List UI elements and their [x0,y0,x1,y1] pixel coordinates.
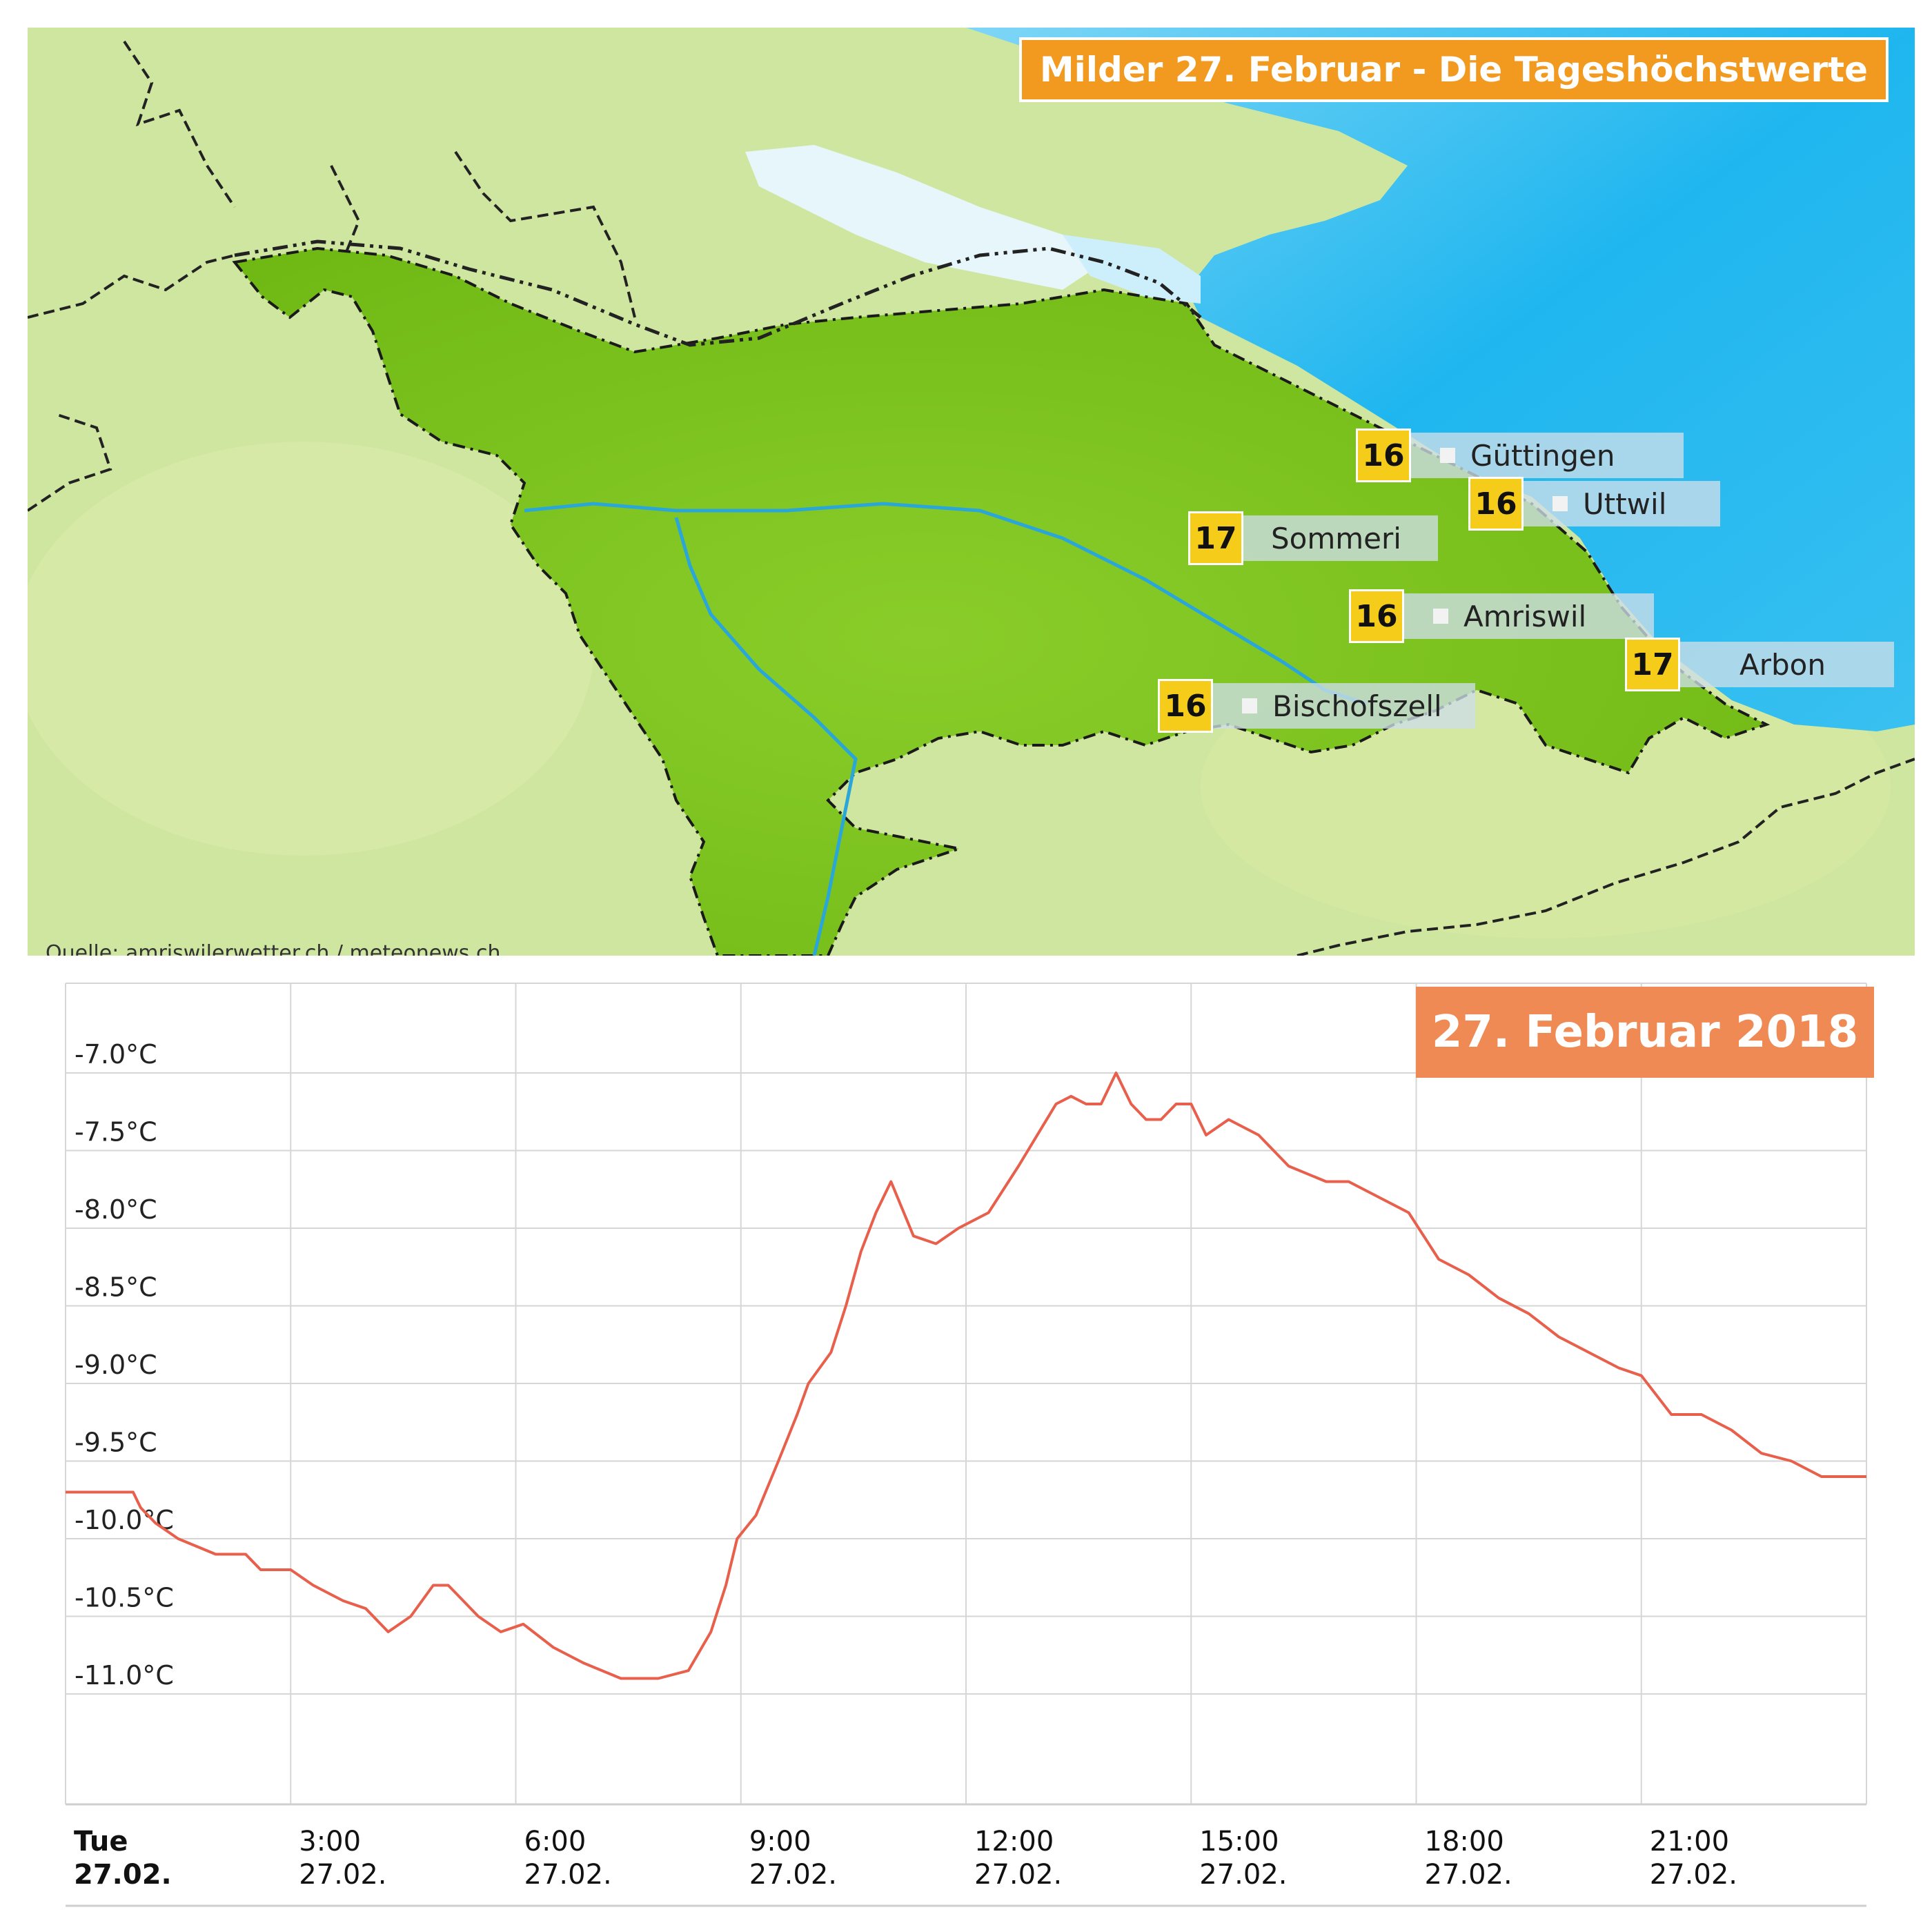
station-label: Arbon [1680,642,1894,687]
station-name: Amriswil [1463,599,1587,633]
x-tick-time: Tue [74,1826,128,1857]
station-name: Bischofszell [1272,689,1442,723]
map-source: Quelle: amriswilerwetter.ch / meteonews.… [46,941,501,956]
x-tick-time: 21:00 [1650,1826,1729,1857]
station-marker-icon [1242,698,1257,713]
x-tick-time: 15:00 [1199,1826,1279,1857]
y-tick-label: -9.5°C [75,1428,157,1458]
station-label: Uttwil [1524,481,1720,526]
district-border [28,40,636,512]
terrain-shade [28,442,593,856]
temperature-badge: 17 [1188,511,1243,565]
station-marker-icon [1440,448,1455,463]
chart-series [66,1072,1866,1680]
x-tick-time: 9:00 [749,1826,811,1857]
y-tick-label: -11.0°C [75,1660,174,1690]
station-marker-icon [1433,609,1448,624]
temperature-badge: 17 [1625,638,1680,691]
river-murg [674,517,858,956]
x-tick-time: 18:00 [1425,1826,1504,1857]
x-tick-date: 27.02. [74,1859,172,1891]
map-title: Milder 27. Februar - Die Tageshöchstwert… [1018,37,1889,102]
station-name: Uttwil [1583,486,1667,521]
station-uttwil: 16 Uttwil [1468,477,1720,531]
y-tick-label: -10.0°C [75,1505,174,1535]
x-tick-date: 27.02. [1650,1859,1737,1891]
station-label: Sommeri [1243,515,1438,561]
x-tick-date: 27.02. [524,1859,612,1891]
x-tick-time: 3:00 [299,1826,361,1857]
station-guettingen: 16 Güttingen [1356,428,1684,482]
station-bischofszell: 16 Bischofszell [1158,679,1475,733]
x-tick-date: 27.02. [1425,1859,1512,1891]
chart-grid [65,983,1867,1907]
x-tick-date: 27.02. [974,1859,1062,1891]
station-label: Güttingen [1411,433,1684,478]
temperature-line [66,1072,1866,1680]
y-tick-label: -8.0°C [75,1194,157,1225]
temperature-chart: -7.0°C -7.5°C -8.0°C -8.5°C -9.0°C -9.5°C -10.… [65,983,1867,1907]
y-tick-label: -7.0°C [75,1039,157,1070]
lake-constance [966,28,1915,731]
station-sommeri: 17 Sommeri [1188,511,1438,565]
station-name: Sommeri [1271,521,1401,555]
station-label: Bischofszell [1213,683,1475,729]
x-tick-time: 6:00 [524,1826,586,1857]
temperature-badge: 16 [1158,679,1213,733]
temperature-badge: 16 [1349,589,1404,643]
station-marker-icon [1552,496,1568,511]
y-tick-label: -9.0°C [75,1350,157,1380]
x-axis-ticks: Tue27.02.3:0027.02.6:0027.02.9:0027.02.1… [74,1826,1737,1891]
station-name: Arbon [1739,647,1826,682]
station-label: Amriswil [1404,593,1654,639]
y-tick-label: -10.5°C [75,1583,174,1613]
station-marker-icon [1709,657,1724,672]
y-tick-label: -7.5°C [75,1117,157,1147]
lake-rhine-section [1063,235,1201,304]
temperature-chart-panel: -7.0°C -7.5°C -8.0°C -8.5°C -9.0°C -9.5°C -10.… [0,966,1932,1932]
x-tick-date: 27.02. [1199,1859,1287,1891]
temperature-badge: 16 [1356,428,1411,482]
temperature-badge: 16 [1468,477,1524,531]
y-axis-ticks: -7.0°C -7.5°C -8.0°C -8.5°C -9.0°C -9.5°C -10.… [75,1039,174,1690]
river-thur [524,502,1367,706]
y-tick-label: -8.5°C [75,1272,157,1303]
x-tick-time: 12:00 [974,1826,1054,1857]
district-border [1297,758,1915,956]
station-name: Güttingen [1470,438,1615,473]
chart-title: 27. Februar 2018 [1416,987,1874,1078]
station-arbon: 17 Arbon [1625,638,1894,691]
national-border [234,239,1202,347]
x-tick-date: 27.02. [749,1859,837,1891]
map-panel: Milder 27. Februar - Die Tageshöchstwert… [28,28,1915,956]
x-tick-date: 27.02. [299,1859,386,1891]
station-amriswil: 16 Amriswil [1349,589,1654,643]
